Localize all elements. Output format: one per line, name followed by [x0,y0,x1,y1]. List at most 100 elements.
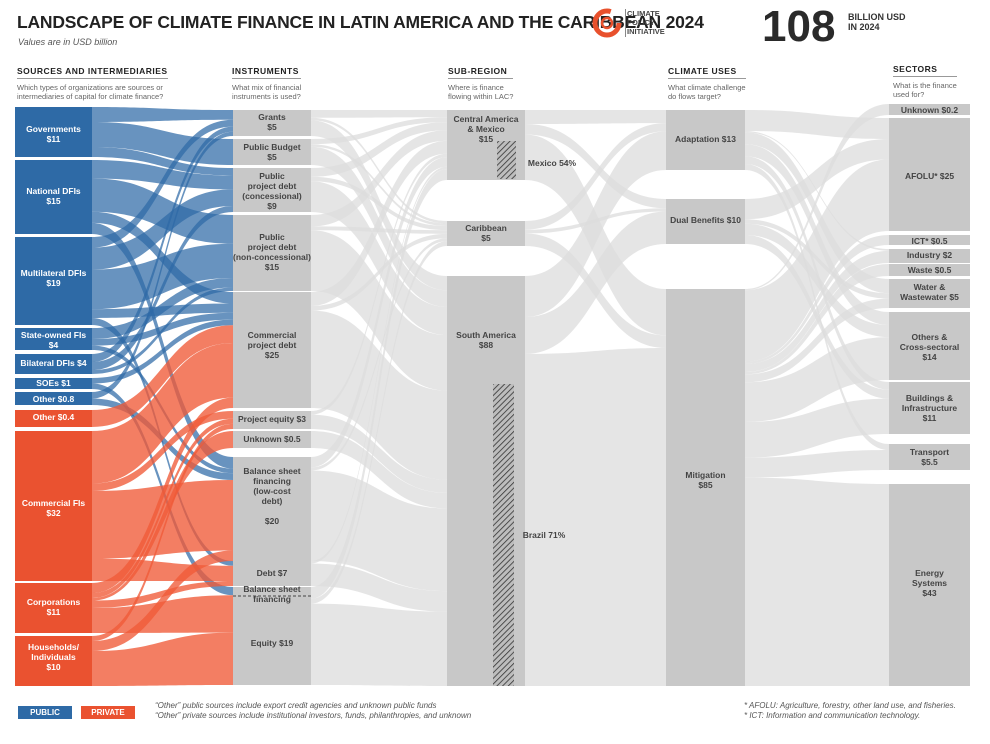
flow-instrument-subregion [311,157,447,468]
cpi-logo-icon [592,8,622,38]
logo-divider [625,9,626,37]
mexico-share-hatch [497,141,516,179]
logo-line: CLIMATE [627,9,660,18]
flow-use-sector [745,235,889,365]
flow-source-instrument [92,278,233,339]
source-node-label: Commercial FIs $32 [21,498,86,518]
instrument-node-label: Public Budget $5 [243,142,301,162]
sector-node [889,279,970,308]
column-header-sectors: SECTORS What is the finance used for? [893,64,957,99]
flow-source-instrument [92,205,233,370]
flow-use-sector [745,250,889,372]
instrument-node [233,587,311,685]
sector-node-label: Unknown $0.2 [900,105,959,115]
source-node-label: Households/Individuals $10 [27,642,79,672]
flow-instrument-subregion [311,153,447,415]
flow-use-sector [745,264,889,375]
page-subtitle: Values are in USD billion [18,37,118,47]
flow-source-instrument [92,243,233,310]
instrument-node-label: Public project debt (non-concessional) $15 [233,232,311,272]
column-header-subregion: SUB-REGION Where is finance flowing with… [448,66,514,101]
flow-source-instrument [92,160,233,190]
flow-instrument-subregion [311,166,447,564]
flow-instrument-subregion [311,603,447,686]
sector-node [889,382,970,434]
flow-subregion-use [525,211,666,354]
logo-line: INITIATIVE [627,27,665,36]
total-unit-line: IN 2024 [848,22,880,32]
sector-node-label: AFOLU* $25 [904,171,955,181]
instrument-node [233,168,311,212]
sector-node-label: Transport $5.5 [909,447,950,467]
flow-instrument-subregion [311,110,447,118]
page-title: LANDSCAPE OF CLIMATE FINANCE IN LATIN AM… [17,12,704,32]
source-node [15,392,92,405]
flow-source-instrument [92,119,233,248]
source-node [15,237,92,325]
flow-source-instrument [92,550,233,651]
total-value: 108 [762,2,836,51]
instrument-node-label: Equity $19 [250,638,294,648]
flow-use-sector [745,398,889,458]
sector-node [889,312,970,380]
flow-source-instrument [92,222,233,469]
use-node [666,199,745,244]
flow-source-instrument [92,131,233,399]
source-node [15,328,92,350]
subregion-node-label: South America $88 [456,330,516,350]
question-line: What mix of financial [232,83,302,92]
source-node [15,160,92,234]
flow-instrument-subregion [311,181,447,336]
column-header-uses: CLIMATE USES What climate challenge do f… [668,66,746,101]
instrument-node [233,561,311,586]
instrument-node-label: Grants $5 [258,112,286,132]
flow-source-instrument [92,287,233,374]
flow-use-sector [745,298,889,383]
subregion-node-label: Caribbean $5 [465,223,507,243]
flow-instrument-subregion [311,241,447,604]
flow-subregion-use [525,110,666,124]
column-question: Where is finance flowing within LAC? [448,83,513,101]
flow-instrument-subregion [311,226,447,234]
flow-use-sector [745,139,889,220]
logo-text: CLIMATE POLICY INITIATIVE [627,9,665,36]
column-question: What climate challenge do flows target? [668,83,746,101]
legend-notes: “Other” public sources include export cr… [155,701,471,721]
flow-source-instrument [92,342,233,484]
legend-private: PRIVATE [81,706,135,719]
flow-source-instrument [92,595,233,633]
source-node [15,354,92,374]
sector-node [889,235,970,245]
source-node [15,583,92,633]
sector-node [889,104,970,115]
source-node [15,636,92,686]
subregion-node-label: Central America & Mexico $15 [453,114,519,144]
source-node [15,378,92,389]
total-unit-line: BILLION USD [848,12,906,22]
subregion-node [447,221,525,246]
instrument-node-label: Unknown $0.5 [243,434,301,444]
use-node [666,289,745,686]
instrument-node [233,292,311,408]
instrument-node-label: Public project debt (concessional) $9 [242,171,302,211]
instrument-node [233,431,311,448]
instrument-node [233,411,311,429]
footnote: * AFOLU: Agriculture, forestry, other la… [744,701,956,710]
instrument-node-label: Commercial project debt $25 [247,330,297,360]
column-header-sources: SOURCES AND INTERMEDIARIES Which types o… [17,66,168,101]
flow-use-sector [745,450,889,478]
instrument-node [233,110,311,136]
flow-source-instrument [92,189,233,270]
flow-subregion-use [525,123,666,230]
use-node-label: Adaptation $13 [675,134,736,144]
source-node [15,431,92,581]
sector-node-label: ICT* $0.5 [911,236,948,246]
column-heading: SOURCES AND INTERMEDIARIES [17,66,168,79]
flow-subregion-use [525,348,666,686]
question-line: What climate challenge [668,83,746,92]
flow-source-instrument [92,418,233,598]
sector-node-label: Industry $2 [906,250,953,260]
flow-source-instrument [92,325,233,427]
legend-public: PUBLIC [18,706,72,719]
source-node [15,410,92,427]
